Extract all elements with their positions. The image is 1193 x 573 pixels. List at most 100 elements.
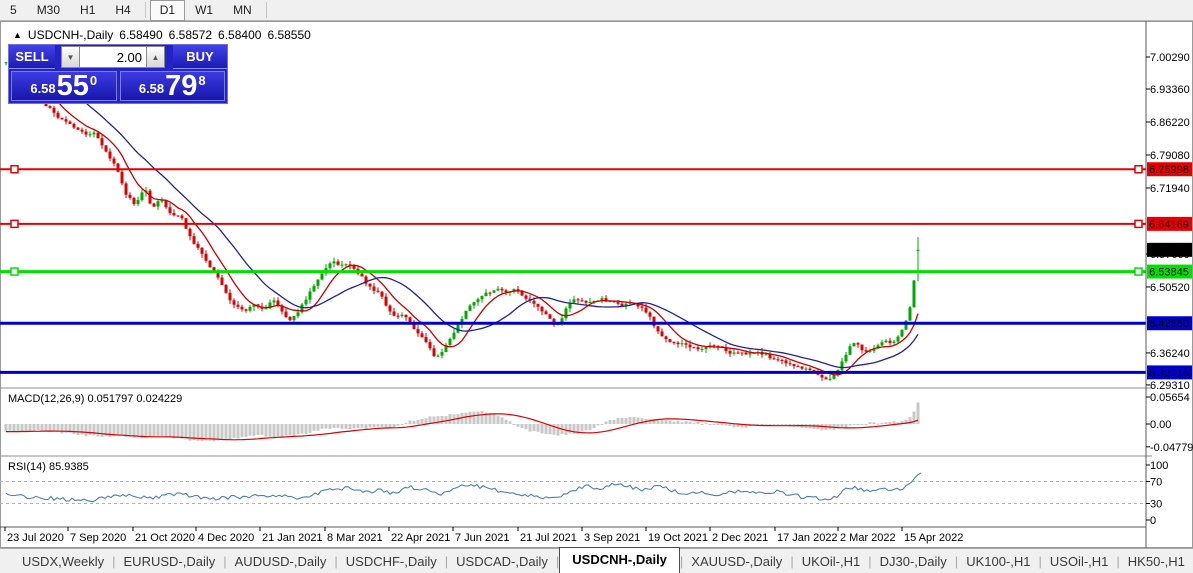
- ohlc-close: 6.58550: [267, 28, 311, 42]
- svg-text:7.00290: 7.00290: [1150, 52, 1190, 64]
- rsi-label: RSI(14) 85.9385: [8, 461, 89, 473]
- buy-price-display[interactable]: 6.58 79 8: [119, 71, 225, 101]
- line-handle[interactable]: [1134, 267, 1143, 276]
- svg-text:6.53845: 6.53845: [1149, 267, 1189, 279]
- chart-tab-audusd-daily[interactable]: AUDUSD-,Daily: [234, 553, 327, 569]
- sell-price-pip: 0: [89, 73, 98, 88]
- svg-text:21 Jan 2021: 21 Jan 2021: [262, 532, 323, 544]
- svg-text:7 Sep 2020: 7 Sep 2020: [70, 532, 126, 544]
- tab-separator: |: [112, 553, 116, 569]
- line-handle[interactable]: [10, 267, 19, 276]
- chart-tab-usoil-h1[interactable]: USOil-,H1: [1049, 553, 1109, 569]
- candlestick-series: [4, 59, 920, 382]
- chart-tab-usdcad-daily[interactable]: USDCAD-,Daily: [456, 553, 548, 569]
- svg-text:6.64169: 6.64169: [1149, 219, 1189, 231]
- chart-tab-hk50-h1[interactable]: HK50-,H1: [1127, 553, 1185, 569]
- line-handle[interactable]: [10, 164, 19, 174]
- macd-axis-labels: 0.05654 0.00 -0.047793: [1146, 392, 1193, 454]
- timeframe-button-d1[interactable]: D1: [149, 0, 186, 21]
- svg-text:6.86220: 6.86220: [1150, 117, 1190, 129]
- svg-text:6.36240: 6.36240: [1150, 348, 1190, 360]
- macd-label: MACD(12,26,9) 0.051797 0.024229: [8, 393, 183, 405]
- level-price-badge-6.64169: [1147, 216, 1192, 231]
- buy-button[interactable]: BUY: [173, 45, 227, 69]
- svg-text:7 Jun 2021: 7 Jun 2021: [455, 532, 509, 544]
- svg-text:4 Dec 2020: 4 Dec 2020: [198, 532, 254, 544]
- chart-tab-uk100-h1[interactable]: UK100-,H1: [966, 553, 1031, 569]
- tab-separator: |: [444, 553, 449, 569]
- axes: [0, 21, 1152, 548]
- price-axis-badges: 6.75998 6.64169 6.53845 6.42660 6.32018 6.585…: [1147, 162, 1192, 380]
- current-price-badge: [1147, 242, 1192, 257]
- chart-tab-usdx-weekly[interactable]: USDX,Weekly: [22, 553, 105, 569]
- svg-text:2 Mar 2022: 2 Mar 2022: [840, 532, 896, 544]
- chart-tab-dj30-daily[interactable]: DJ30-,Daily: [879, 553, 947, 569]
- svg-text:-0.047793: -0.047793: [1150, 442, 1193, 454]
- level-price-badge-6.32018: [1147, 365, 1192, 380]
- chart-tab-usdchf-daily[interactable]: USDCHF-,Daily: [345, 553, 437, 569]
- tab-separator: |: [334, 553, 338, 569]
- volume-input[interactable]: [80, 46, 146, 68]
- timeframe-button-w1[interactable]: W1: [195, 2, 214, 17]
- svg-text:21 Oct 2020: 21 Oct 2020: [135, 532, 195, 544]
- svg-text:21 Jul 2021: 21 Jul 2021: [520, 532, 577, 544]
- ohlc-open: 6.58490: [119, 28, 163, 42]
- svg-text:0.00: 0.00: [1150, 419, 1171, 431]
- sell-button[interactable]: SELL: [9, 45, 55, 69]
- sell-price-display[interactable]: 6.58 55 0: [11, 71, 117, 101]
- chart-tab-ukoil-h1[interactable]: UKOil-,H1: [801, 553, 861, 569]
- sell-price-prefix: 6.58: [30, 81, 56, 96]
- chart-tab-xauusd-daily[interactable]: XAUUSD-,Daily: [691, 553, 783, 569]
- buy-price-pip: 8: [198, 73, 206, 88]
- timeframe-button-m30[interactable]: M30: [36, 2, 61, 17]
- tab-separator: |: [223, 553, 227, 569]
- tab-separator: |: [679, 553, 684, 569]
- svg-text:15 Apr 2022: 15 Apr 2022: [904, 532, 963, 544]
- chart-canvas: 7.002906.933606.862206.790806.719406.576…: [0, 21, 1193, 548]
- collapse-chart-icon[interactable]: ▲: [13, 30, 22, 40]
- level-price-badge-6.75998: [1147, 162, 1192, 177]
- line-handle[interactable]: [1134, 164, 1143, 174]
- svg-text:100: 100: [1150, 460, 1168, 472]
- one-click-trading-panel: SELL ▼ ▲ BUY 6.58 55 0 6.58 79 8: [8, 44, 228, 104]
- chart-tab-usdcnh-daily[interactable]: USDCNH-,Daily: [559, 547, 680, 573]
- chart-frame: [0, 21, 1193, 548]
- rsi-level-lines: [0, 481, 1146, 504]
- tab-separator: |: [790, 553, 794, 569]
- svg-text:6.42660: 6.42660: [1149, 318, 1189, 330]
- line-handle[interactable]: [1134, 219, 1143, 229]
- chart-tab-eurusd-daily[interactable]: EURUSD-,Daily: [123, 553, 216, 569]
- macd-signal-line: [6, 413, 919, 441]
- chart-title-bar: ▲ USDCNH-,Daily 6.58490 6.58572 6.58400 …: [13, 28, 311, 42]
- timeframe-button-mn[interactable]: MN: [233, 2, 252, 17]
- toolbar-divider: [144, 2, 146, 18]
- ma-slow-line: [81, 98, 919, 369]
- svg-text:2 Dec 2021: 2 Dec 2021: [712, 532, 768, 544]
- svg-text:19 Oct 2021: 19 Oct 2021: [648, 532, 708, 544]
- timeframe-button-h1[interactable]: H1: [80, 2, 96, 17]
- svg-text:6.75998: 6.75998: [1149, 164, 1189, 176]
- timeframe-button-h4[interactable]: H4: [115, 2, 131, 17]
- buy-price-prefix: 6.58: [138, 81, 165, 96]
- level-price-badge-6.42660: [1147, 316, 1192, 331]
- svg-text:30: 30: [1150, 499, 1162, 511]
- horizontal-level-lines[interactable]: [0, 164, 1146, 374]
- svg-text:6.79080: 6.79080: [1150, 150, 1190, 162]
- ma-fast-line: [33, 73, 919, 376]
- svg-text:23 Jul 2020: 23 Jul 2020: [7, 532, 64, 544]
- volume-increase-button[interactable]: ▲: [146, 46, 165, 68]
- volume-decrease-button[interactable]: ▼: [61, 46, 80, 68]
- tab-separator: |: [1038, 553, 1042, 569]
- svg-text:6.58550: 6.58550: [1149, 245, 1189, 257]
- line-handle[interactable]: [10, 219, 19, 229]
- chart-tab-bar: USDX,Weekly | EURUSD-,Daily | AUDUSD-,Daily |…: [0, 547, 1193, 573]
- timeframe-button-5[interactable]: 5: [10, 2, 17, 17]
- sell-price-big: 55: [56, 70, 89, 102]
- rsi-line: [5, 472, 922, 503]
- tab-separator: |: [868, 553, 872, 569]
- svg-text:70: 70: [1150, 477, 1162, 489]
- svg-text:0: 0: [1150, 515, 1156, 527]
- svg-text:6.71940: 6.71940: [1150, 183, 1190, 195]
- tab-separator: |: [555, 553, 560, 569]
